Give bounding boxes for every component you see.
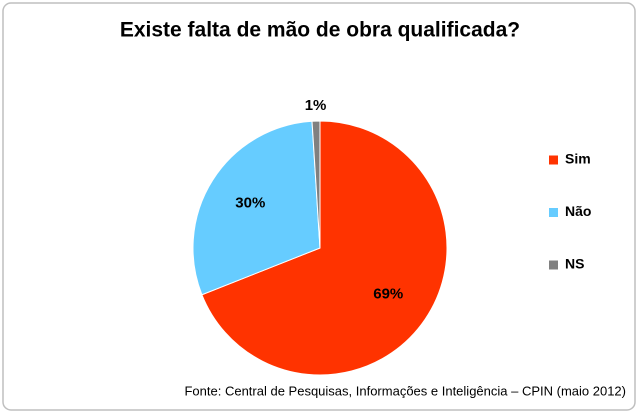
chart-title: Existe falta de mão de obra qualificada?	[120, 19, 520, 42]
data-label: 30%	[235, 195, 265, 212]
legend-swatch	[549, 260, 558, 270]
pie-slice	[311, 120, 321, 249]
legend-swatch	[549, 208, 558, 217]
data-label: 69%	[373, 285, 403, 302]
legend-swatch	[549, 155, 558, 165]
pie-slice	[192, 120, 321, 296]
source-note: Fonte: Central de Pesquisas, Informações…	[184, 383, 626, 398]
legend-label: Sim	[565, 151, 591, 167]
pie-slice	[201, 120, 448, 376]
legend-label: NS	[565, 256, 584, 272]
legend-label: Não	[565, 203, 591, 219]
data-label: 1%	[305, 97, 327, 114]
